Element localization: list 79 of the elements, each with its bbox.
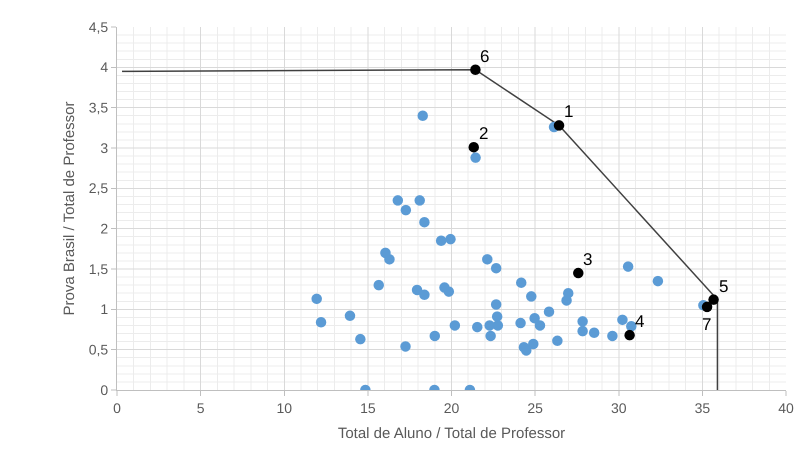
point [622, 261, 634, 272]
point [482, 254, 493, 265]
point [470, 152, 481, 163]
annotation: 2 [479, 124, 488, 143]
point [617, 314, 628, 326]
y-tick-label: 3,5 [88, 100, 108, 116]
x-tick-label: 15 [360, 400, 376, 416]
point [552, 336, 563, 346]
point [607, 330, 618, 342]
point [430, 330, 440, 342]
point [485, 330, 496, 342]
annotation: 5 [719, 277, 728, 296]
point [490, 299, 502, 310]
y-axis-title: Prova Brasil / Total de Professor [60, 102, 78, 316]
point [492, 311, 502, 322]
point [344, 310, 356, 322]
point [528, 338, 539, 350]
x-tick-label: 40 [778, 400, 794, 416]
point [384, 254, 395, 265]
point [419, 290, 430, 300]
point [561, 295, 572, 306]
annotation: 3 [583, 250, 592, 269]
point [316, 316, 326, 328]
x-tick-label: 25 [527, 400, 544, 416]
point [534, 320, 546, 331]
annotation: 1 [564, 102, 574, 121]
point [400, 204, 412, 216]
point [490, 262, 502, 274]
point [436, 236, 446, 246]
point [573, 268, 584, 278]
point [444, 286, 454, 297]
point [515, 318, 526, 328]
point [554, 120, 564, 131]
x-tick-label: 0 [113, 400, 122, 416]
annotation: 7 [702, 315, 712, 334]
point [450, 320, 460, 331]
y-tick-label: 3 [100, 140, 108, 156]
point [355, 334, 366, 344]
point [472, 322, 483, 332]
x-tick-label: 20 [444, 400, 460, 416]
x-tick-label: 5 [196, 400, 205, 416]
point [516, 277, 526, 288]
point [544, 306, 554, 317]
y-tick-label: 2,5 [88, 180, 108, 196]
x-tick-label: 30 [610, 400, 627, 416]
point [652, 276, 664, 286]
point [708, 294, 719, 305]
point [311, 294, 322, 304]
point [492, 320, 504, 331]
point [400, 341, 411, 352]
point [419, 216, 430, 228]
point [577, 326, 588, 336]
y-tick-label: 0,5 [88, 342, 108, 358]
x-tick-label: 35 [694, 400, 710, 416]
annotation: 4 [635, 312, 644, 331]
point [412, 284, 422, 296]
point [588, 327, 600, 338]
point [624, 330, 635, 340]
y-tick-label: 1,5 [88, 260, 108, 277]
point [529, 312, 540, 324]
point [417, 110, 428, 121]
point [526, 291, 537, 302]
point [626, 321, 637, 332]
point [374, 280, 384, 290]
y-tick-label: 0 [100, 382, 108, 398]
point [470, 64, 481, 75]
y-tick-label: 1 [100, 301, 108, 318]
x-axis-title: Total de Aluno / Total de Professor [338, 424, 566, 442]
point [414, 195, 425, 206]
point [468, 142, 479, 152]
annotation: 6 [480, 47, 490, 66]
point [702, 302, 712, 312]
y-tick-label: 2 [100, 220, 108, 237]
point [445, 234, 456, 244]
y-tick-label: 4,5 [88, 18, 108, 35]
point [577, 316, 588, 327]
point [392, 195, 404, 206]
x-tick-label: 10 [276, 400, 292, 416]
y-tick-label: 4 [100, 59, 108, 76]
